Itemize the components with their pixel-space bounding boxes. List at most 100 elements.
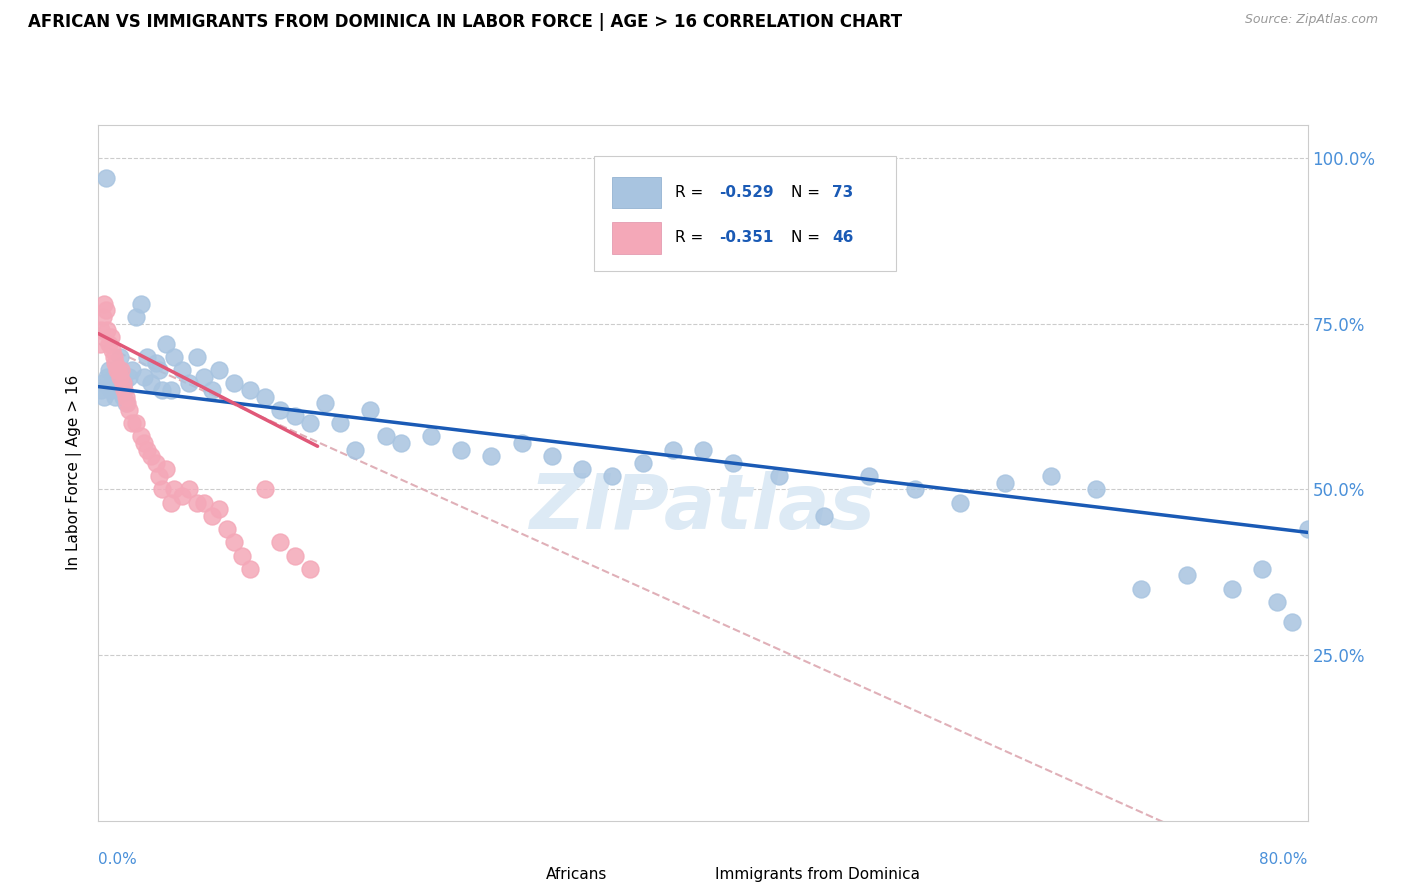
- Point: [104, 390, 127, 404]
- Point: [186, 495, 208, 509]
- Point: [420, 429, 443, 443]
- Point: [111, 376, 134, 391]
- Point: [768, 469, 790, 483]
- Text: -0.529: -0.529: [718, 185, 773, 200]
- Text: N =: N =: [792, 230, 825, 245]
- Point: [148, 469, 170, 483]
- Point: [108, 369, 131, 384]
- Point: [1039, 469, 1062, 483]
- FancyBboxPatch shape: [498, 860, 534, 887]
- Point: [148, 363, 170, 377]
- Point: [105, 363, 128, 377]
- Point: [389, 436, 412, 450]
- Point: [723, 456, 745, 470]
- Point: [90, 383, 112, 397]
- Point: [132, 369, 155, 384]
- Point: [101, 376, 124, 391]
- Point: [150, 483, 173, 497]
- Point: [215, 522, 238, 536]
- Point: [193, 369, 215, 384]
- Point: [1296, 522, 1319, 536]
- Point: [284, 409, 307, 424]
- Point: [329, 416, 352, 430]
- Point: [1251, 562, 1274, 576]
- Point: [121, 363, 143, 377]
- FancyBboxPatch shape: [613, 222, 661, 253]
- Point: [949, 495, 972, 509]
- Point: [299, 416, 322, 430]
- Point: [1220, 582, 1243, 596]
- Point: [129, 429, 152, 443]
- Point: [93, 297, 115, 311]
- Point: [94, 303, 117, 318]
- Point: [179, 483, 201, 497]
- Point: [141, 449, 163, 463]
- Point: [201, 508, 224, 523]
- Point: [155, 336, 177, 351]
- Point: [98, 336, 121, 351]
- Point: [571, 462, 593, 476]
- Point: [107, 363, 129, 377]
- Text: 46: 46: [832, 230, 853, 245]
- Point: [269, 402, 291, 417]
- Point: [108, 350, 131, 364]
- Point: [145, 456, 167, 470]
- Text: R =: R =: [675, 185, 709, 200]
- Point: [179, 376, 201, 391]
- Point: [125, 416, 148, 430]
- Point: [186, 350, 208, 364]
- Point: [93, 390, 115, 404]
- Point: [224, 535, 246, 549]
- Text: 80.0%: 80.0%: [1260, 852, 1308, 867]
- Text: ZIPatlas: ZIPatlas: [530, 471, 876, 544]
- Point: [101, 343, 124, 358]
- Point: [631, 456, 654, 470]
- Point: [481, 449, 503, 463]
- FancyBboxPatch shape: [595, 156, 897, 271]
- Point: [114, 396, 136, 410]
- Text: N =: N =: [792, 185, 825, 200]
- Point: [284, 549, 307, 563]
- Text: 73: 73: [832, 185, 853, 200]
- FancyBboxPatch shape: [666, 860, 703, 887]
- Point: [141, 376, 163, 391]
- Point: [114, 390, 136, 404]
- Point: [1267, 595, 1289, 609]
- Point: [96, 323, 118, 337]
- Point: [1085, 483, 1108, 497]
- Point: [125, 310, 148, 324]
- Text: R =: R =: [675, 230, 709, 245]
- Point: [121, 416, 143, 430]
- Point: [110, 383, 132, 397]
- Point: [253, 390, 276, 404]
- Point: [103, 350, 125, 364]
- Point: [239, 562, 262, 576]
- Point: [201, 383, 224, 397]
- Point: [344, 442, 367, 457]
- Point: [450, 442, 472, 457]
- Point: [155, 462, 177, 476]
- Point: [813, 508, 835, 523]
- Point: [208, 363, 231, 377]
- Point: [269, 535, 291, 549]
- Point: [118, 369, 141, 384]
- Point: [129, 297, 152, 311]
- Point: [135, 442, 157, 457]
- Point: [115, 396, 138, 410]
- Point: [94, 170, 117, 185]
- Text: Immigrants from Dominica: Immigrants from Dominica: [716, 867, 920, 881]
- Point: [132, 436, 155, 450]
- Point: [100, 383, 122, 397]
- Point: [111, 390, 134, 404]
- Point: [1175, 568, 1198, 582]
- Point: [160, 495, 183, 509]
- Point: [91, 376, 114, 391]
- Text: Source: ZipAtlas.com: Source: ZipAtlas.com: [1244, 13, 1378, 27]
- Text: Africans: Africans: [546, 867, 607, 881]
- Point: [231, 549, 253, 563]
- Point: [103, 369, 125, 384]
- Point: [160, 383, 183, 397]
- Y-axis label: In Labor Force | Age > 16: In Labor Force | Age > 16: [66, 376, 83, 570]
- Point: [239, 383, 262, 397]
- Point: [193, 495, 215, 509]
